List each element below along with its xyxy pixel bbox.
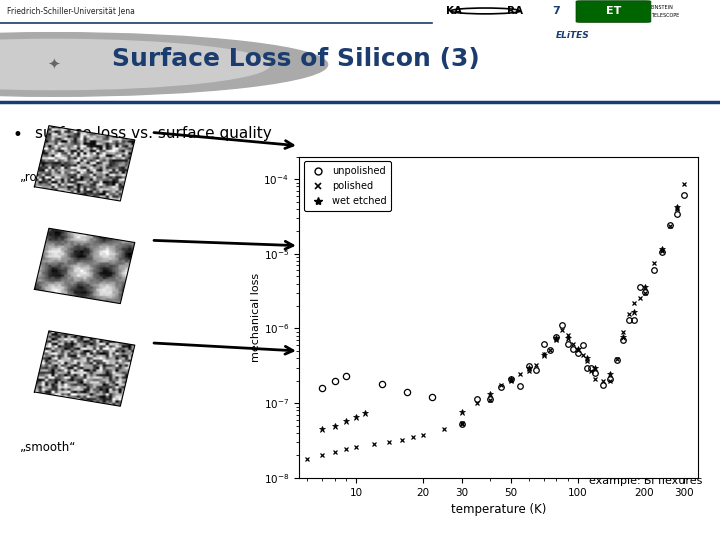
Text: Surface Loss of Silicon (3): Surface Loss of Silicon (3): [112, 48, 480, 71]
Text: ELiTES: ELiTES: [556, 31, 589, 39]
Text: example: Si flexures: example: Si flexures: [589, 476, 702, 485]
Text: 1st ELiTES General Meeting / Tokyo: 1st ELiTES General Meeting / Tokyo: [256, 521, 464, 531]
Text: RA: RA: [507, 6, 523, 16]
Text: „smooth“: „smooth“: [20, 441, 76, 454]
Text: ✦: ✦: [48, 57, 60, 72]
Text: TELESCOPE: TELESCOPE: [651, 14, 679, 18]
Text: Ronny Nawrodt, 04/10/2012: Ronny Nawrodt, 04/10/2012: [11, 521, 175, 531]
X-axis label: temperature (K): temperature (K): [451, 503, 546, 516]
FancyBboxPatch shape: [576, 1, 651, 22]
Y-axis label: mechanical loss: mechanical loss: [251, 273, 261, 362]
Circle shape: [0, 32, 328, 96]
Text: ET: ET: [606, 6, 621, 16]
Text: 7 / 17: 7 / 17: [676, 521, 709, 531]
Legend: unpolished, polished, wet etched: unpolished, polished, wet etched: [304, 161, 392, 211]
Text: •: •: [13, 126, 23, 144]
Circle shape: [0, 39, 270, 90]
Text: „rough“: „rough“: [20, 171, 66, 184]
Text: EINSTEIN: EINSTEIN: [651, 5, 674, 10]
Text: Friedrich-Schiller-Universität Jena: Friedrich-Schiller-Universität Jena: [7, 7, 135, 16]
Text: 7: 7: [552, 6, 559, 16]
Text: KA: KA: [446, 6, 462, 16]
Text: surface loss vs. surface quality: surface loss vs. surface quality: [35, 126, 271, 141]
